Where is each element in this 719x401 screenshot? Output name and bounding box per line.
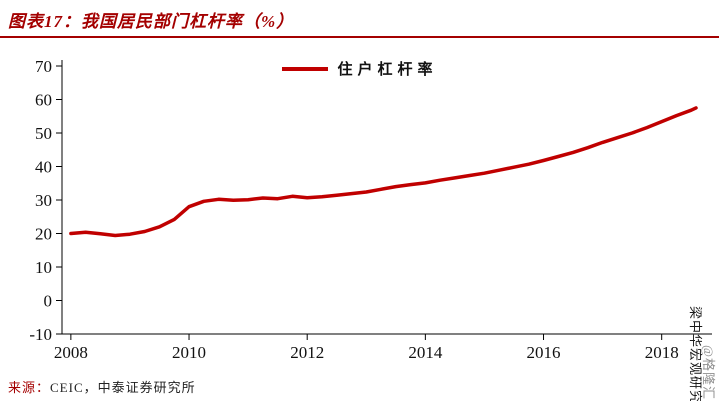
y-tick-label: 0 [44,292,53,311]
source-prefix: 来源： [8,380,51,395]
y-tick-label: 10 [35,258,52,277]
y-tick-label: 20 [35,225,52,244]
series-line-住户杠杆率 [69,106,698,238]
figure-header: 图表17：我国居民部门杠杆率（%） [0,0,719,38]
y-tick-label: 60 [35,91,52,110]
source-text: CEIC，中泰证券研究所 [50,380,196,395]
y-tick-label: -10 [29,325,52,344]
x-tick-label: 2016 [527,343,561,360]
line-chart: -10 0 10 20 30 40 50 60 70 2008 2010 2012 2014 2016 20… [29,57,712,362]
y-tick-label: 30 [35,191,52,210]
x-tick-label: 2012 [290,343,324,360]
y-tick-label: 40 [35,158,52,177]
legend-line-marker [281,66,328,71]
x-tick-label: 2014 [408,343,443,360]
source-note: 来源：CEIC，中泰证券研究所 [8,377,196,396]
chart-legend: 住户杠杆率 [281,58,437,79]
chart-title: 图表17：我国居民部门杠杆率（%） [8,12,295,31]
chart-area: -10 0 10 20 30 40 50 60 70 2008 2010 2012 2014 2016 20… [0,38,719,362]
x-tick-label: 2018 [645,343,679,360]
x-tick-label: 2008 [54,343,88,360]
watermark-gelonghui: @格隆汇 [701,345,716,400]
y-tick-label: 50 [35,124,52,143]
legend-series-label: 住户杠杆率 [337,62,438,78]
x-tick-label: 2010 [172,343,206,360]
y-tick-label: 70 [35,57,52,76]
